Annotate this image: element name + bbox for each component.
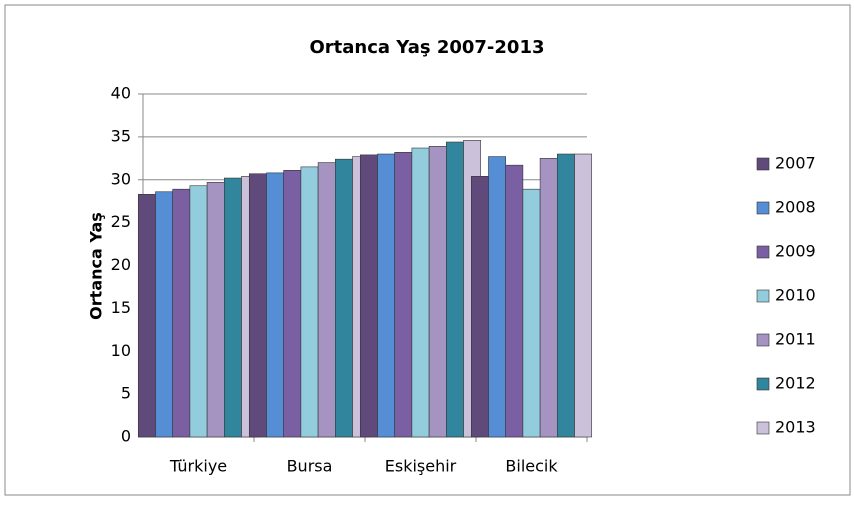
legend-swatch — [756, 333, 770, 347]
x-tick-label: Türkiye — [169, 457, 227, 476]
bar — [428, 146, 447, 438]
bar — [359, 154, 378, 438]
bar — [300, 166, 319, 438]
legend-label: 2012 — [775, 374, 816, 393]
legend-label: 2008 — [775, 198, 816, 217]
bar — [248, 173, 267, 438]
legend-swatch — [756, 421, 770, 435]
bar — [574, 153, 593, 438]
bar — [539, 158, 558, 438]
x-tick-label: Bursa — [287, 457, 333, 476]
bar — [411, 147, 430, 438]
y-tick-label: 0 — [121, 427, 131, 446]
bar — [488, 156, 506, 438]
bar — [206, 182, 225, 438]
y-tick-label: 15 — [111, 298, 131, 317]
chart-title: Ortanca Yaş 2007-2013 — [309, 37, 544, 58]
bar — [377, 153, 395, 438]
x-tick-label: Eskişehir — [385, 457, 457, 476]
bar — [283, 170, 302, 438]
legend-swatch — [756, 201, 770, 215]
bar — [557, 153, 575, 438]
bar — [137, 194, 156, 438]
legend-label: 2010 — [775, 286, 816, 305]
bar — [224, 177, 242, 438]
x-tick-label: Bilecik — [505, 457, 558, 476]
legend-swatch — [756, 377, 770, 391]
y-tick-label: 20 — [111, 255, 131, 274]
legend-label: 2011 — [775, 330, 816, 349]
y-tick-label: 25 — [111, 212, 131, 231]
y-axis-title: Ortanca Yaş — [87, 212, 106, 320]
bar — [155, 191, 173, 438]
bar — [317, 162, 336, 438]
y-tick-label: 10 — [111, 341, 131, 360]
bar — [189, 185, 208, 438]
legend-label: 2009 — [775, 242, 816, 261]
y-tick-label: 30 — [111, 169, 131, 188]
y-tick-label: 5 — [121, 384, 131, 403]
y-tick-label: 35 — [111, 126, 131, 145]
bar — [394, 152, 413, 438]
bar — [266, 172, 284, 438]
bar — [505, 164, 524, 438]
bar — [172, 188, 191, 438]
bar — [522, 188, 541, 438]
legend-swatch — [756, 289, 770, 303]
bar — [335, 158, 353, 438]
legend-swatch — [756, 245, 770, 259]
legend-label: 2007 — [775, 154, 816, 173]
legend-swatch — [756, 157, 770, 171]
legend-label: 2013 — [775, 418, 816, 437]
y-tick-label: 40 — [111, 84, 131, 103]
bar — [470, 176, 489, 438]
bar — [446, 141, 464, 438]
